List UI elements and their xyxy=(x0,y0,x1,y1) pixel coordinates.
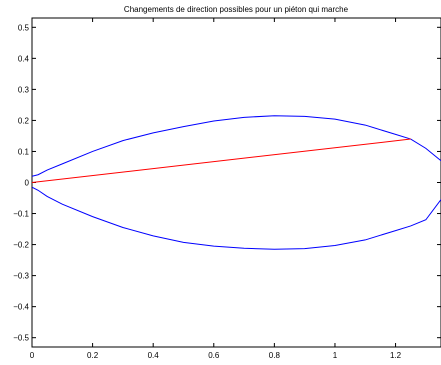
y-tick-label: −0.5 xyxy=(13,334,29,343)
x-tick-label: 0.6 xyxy=(208,351,220,360)
x-tick-label: 0 xyxy=(30,351,35,360)
y-tick-label: −0.1 xyxy=(13,210,29,219)
x-tick-label: 0.2 xyxy=(87,351,99,360)
chart-title: Changements de direction possibles pour … xyxy=(124,5,349,14)
series-line-0 xyxy=(32,115,441,177)
x-tick-label: 0.4 xyxy=(148,351,160,360)
series-line-1 xyxy=(32,186,441,250)
series-line-2 xyxy=(32,138,411,183)
x-tick-label: 1 xyxy=(333,351,338,360)
y-tick-label: −0.3 xyxy=(13,272,29,281)
y-tick-label: 0.1 xyxy=(18,147,30,156)
y-tick-label: 0.4 xyxy=(18,54,30,63)
plot-area xyxy=(31,17,441,348)
x-tick-label: 1.2 xyxy=(390,351,402,360)
y-tick-label: 0.3 xyxy=(18,85,30,94)
y-tick-label: −0.2 xyxy=(13,241,29,250)
y-tick-label: 0 xyxy=(25,179,30,188)
y-tick-label: 0.5 xyxy=(18,23,30,32)
y-tick-label: 0.2 xyxy=(18,116,30,125)
y-tick-label: −0.4 xyxy=(13,303,29,312)
x-tick-label: 0.8 xyxy=(269,351,281,360)
